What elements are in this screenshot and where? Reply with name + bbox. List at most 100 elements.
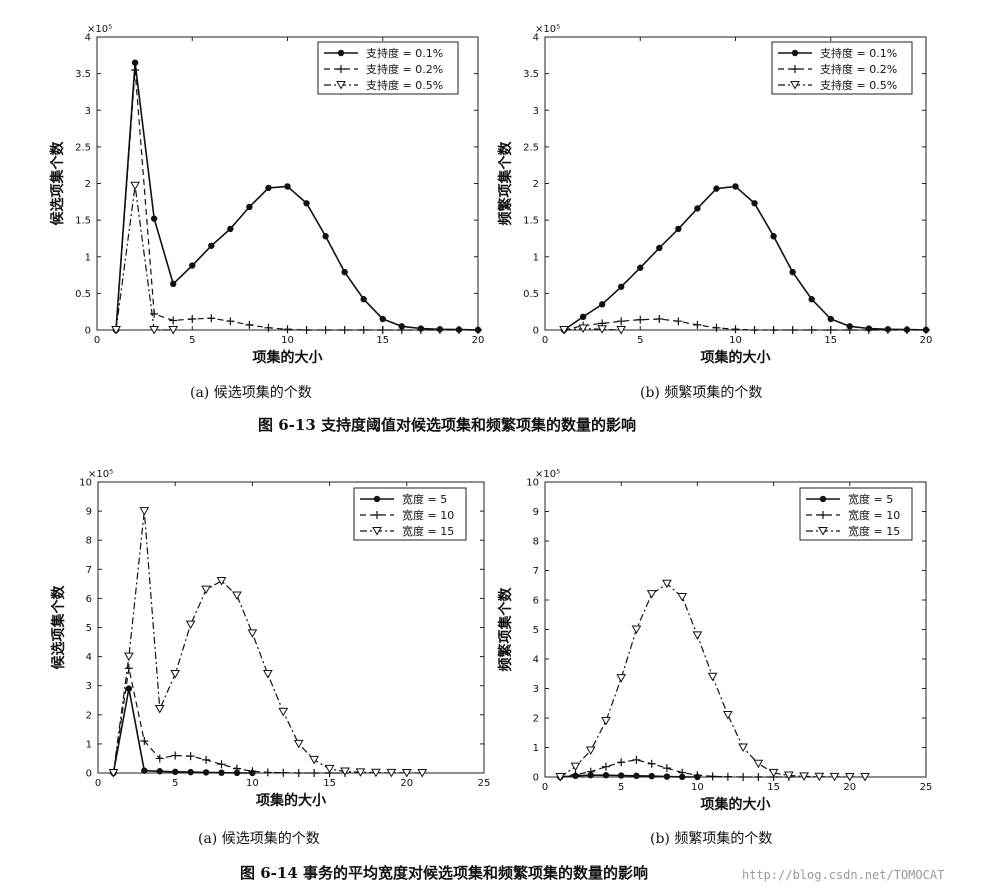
data-point [185, 620, 196, 630]
data-point [355, 768, 366, 777]
data-point [207, 314, 216, 323]
data-point [130, 181, 140, 191]
y-tick-label: 2.5 [523, 142, 539, 153]
data-point [156, 768, 163, 775]
data-point [618, 283, 625, 290]
y-tick-label: 8 [533, 537, 539, 548]
data-point [226, 317, 235, 326]
y-tick-label: 7 [533, 566, 539, 577]
data-point [662, 764, 671, 773]
data-point [601, 716, 611, 726]
data-point [170, 670, 181, 679]
data-point [168, 326, 179, 335]
data-point [188, 315, 197, 324]
y-tick-label: 9 [86, 507, 92, 518]
chart-fig614a: 0 5 10 15 20 25012345678910×10⁵项集的大小候选项集个数宽度 … [50, 469, 490, 809]
data-point [678, 768, 687, 777]
y-tick-label: 3 [86, 681, 92, 692]
data-point [555, 773, 566, 782]
data-point [201, 585, 211, 595]
data-point [636, 315, 645, 324]
data-point [131, 65, 140, 74]
chart-fig614b: 0 5 10 15 20 25012345678910×10⁵项集的大小频繁项集个数宽度 … [497, 469, 932, 813]
data-point [616, 326, 627, 335]
y-tick-label: 4 [533, 33, 539, 44]
data-point [655, 315, 664, 324]
y-tick-label: 3.5 [75, 69, 91, 80]
y-tick-label: 6 [86, 594, 92, 605]
y-axis-label: 频繁项集个数 [497, 141, 514, 226]
y-tick-label: 9 [533, 507, 539, 518]
legend-label: 支持度 = 0.2% [366, 62, 443, 76]
legend: 宽度 = 5 宽度 = 10 宽度 = 15 [799, 487, 913, 541]
legend-label: 宽度 = 10 [402, 508, 454, 522]
data-point [246, 203, 253, 211]
data-point [647, 759, 656, 768]
legend-marker [791, 65, 799, 73]
data-point [171, 751, 180, 760]
data-point [279, 768, 288, 777]
y-tick-label: 2 [85, 179, 91, 190]
data-point [278, 707, 289, 717]
y-tick-label: 4 [85, 33, 91, 44]
data-point [663, 773, 671, 780]
series-line [563, 327, 622, 331]
data-point [245, 320, 254, 329]
x-tick-label: 25 [478, 778, 491, 789]
data-point [559, 326, 569, 335]
data-point [902, 326, 911, 334]
series-3 [108, 507, 428, 778]
data-point [633, 772, 640, 780]
y-tick-label: 10 [79, 478, 92, 489]
x-tick-label: 20 [843, 782, 856, 793]
data-point [738, 743, 748, 753]
series-line [560, 759, 789, 778]
data-point [678, 773, 686, 781]
data-point [262, 670, 273, 679]
data-point [216, 576, 227, 586]
data-point [731, 325, 740, 334]
data-point [141, 767, 148, 774]
x-axis-label: 项集的大小 [253, 349, 323, 366]
data-point [864, 326, 873, 334]
legend-box [353, 487, 467, 541]
data-point [108, 769, 119, 778]
data-point [675, 225, 682, 233]
legend-marker [819, 495, 827, 503]
watermark: http://blog.csdn.net/TOMOCAT [742, 868, 945, 882]
data-point [860, 772, 870, 782]
y-tick-label: 2 [533, 714, 539, 725]
y-axis-label: 候选项集个数 [50, 585, 67, 670]
data-point [618, 772, 625, 779]
y-tick-label: 7 [86, 565, 92, 576]
data-point [309, 755, 320, 765]
data-point [723, 711, 733, 720]
legend: 支持度 = 0.1% 支持度 = 0.2% 支持度 = 0.5% [771, 41, 913, 95]
data-point [140, 736, 149, 745]
series-line [112, 668, 345, 774]
figure-6-13-caption: 图 6-13 支持度阈值对候选项集和频繁项集的数量的影响 [258, 416, 636, 434]
legend-label: 宽度 = 15 [402, 524, 454, 538]
data-point [232, 591, 242, 600]
series-line [563, 185, 927, 331]
data-point [341, 268, 348, 276]
data-point [264, 323, 273, 332]
data-point [694, 205, 701, 212]
data-point [631, 625, 642, 635]
data-point [751, 200, 758, 207]
y-tick-label: 3.5 [523, 69, 539, 80]
y-tick-label: 4 [86, 652, 92, 663]
data-point [303, 200, 310, 207]
legend-marker [818, 527, 828, 536]
x-tick-label: 15 [376, 335, 389, 346]
data-point [172, 768, 179, 776]
data-point [321, 326, 330, 334]
series-3 [111, 181, 179, 335]
data-point [783, 771, 794, 781]
data-point [435, 326, 444, 334]
x-axis-label: 项集的大小 [701, 349, 771, 366]
data-point [692, 631, 703, 640]
y-tick-label: 3 [533, 106, 539, 117]
data-point [454, 326, 463, 334]
data-point [662, 579, 672, 589]
